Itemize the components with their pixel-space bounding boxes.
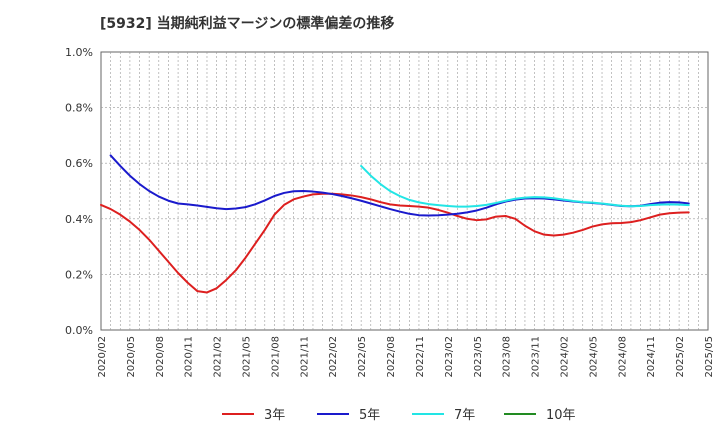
x-tick-label: 2022/08 — [386, 336, 397, 378]
y-tick-label: 0.0% — [65, 324, 93, 337]
legend-label-3: 10年 — [546, 408, 576, 423]
x-tick-label: 2020/08 — [155, 336, 166, 378]
series-lines — [100, 154, 690, 294]
plot-area — [100, 51, 709, 331]
x-tick-label: 2021/11 — [299, 336, 310, 378]
y-tick-label: 0.8% — [65, 102, 93, 115]
series-line-2 — [360, 164, 690, 208]
series-line-0 — [100, 192, 690, 294]
x-tick-label: 2021/08 — [270, 336, 281, 378]
legend-label-1: 5年 — [359, 408, 380, 423]
y-tick-label: 0.6% — [65, 157, 93, 170]
x-tick-label: 2022/05 — [357, 336, 368, 378]
x-tick-label: 2023/05 — [473, 336, 484, 378]
x-tick-label: 2024/11 — [646, 336, 657, 378]
legend-label-0: 3年 — [264, 408, 285, 423]
x-tick-label: 2022/11 — [415, 336, 426, 378]
x-tick-label: 2024/05 — [588, 336, 599, 378]
x-tick-label: 2022/02 — [328, 336, 339, 378]
y-tick-label: 1.0% — [65, 46, 93, 59]
x-tick-label: 2024/02 — [559, 336, 570, 378]
legend: 3年 5年 7年 10年 — [222, 408, 576, 423]
axes: 0.0% 0.2% 0.4% 0.6% 0.8% 1.0% 2020/02 2020/05 20… — [65, 46, 715, 378]
grid — [100, 51, 709, 331]
x-tick-label: 2025/02 — [675, 336, 686, 378]
y-tick-label: 0.4% — [65, 213, 93, 226]
x-tick-label: 2020/05 — [126, 336, 137, 378]
x-tick-label: 2023/08 — [502, 336, 513, 378]
legend-label-2: 7年 — [454, 408, 475, 423]
x-tick-label: 2023/11 — [531, 336, 542, 378]
x-tick-label: 2024/08 — [617, 336, 628, 378]
x-tick-label: 2020/11 — [184, 336, 195, 378]
chart-title: [5932] 当期純利益マージンの標準偏差の推移 — [100, 16, 395, 32]
x-tick-label: 2023/02 — [444, 336, 455, 378]
x-tick-label: 2021/02 — [213, 336, 224, 378]
x-tick-label: 2020/02 — [97, 336, 108, 378]
x-tick-label: 2021/05 — [242, 336, 253, 378]
x-tick-label: 2025/05 — [704, 336, 715, 378]
y-tick-label: 0.2% — [65, 268, 93, 281]
